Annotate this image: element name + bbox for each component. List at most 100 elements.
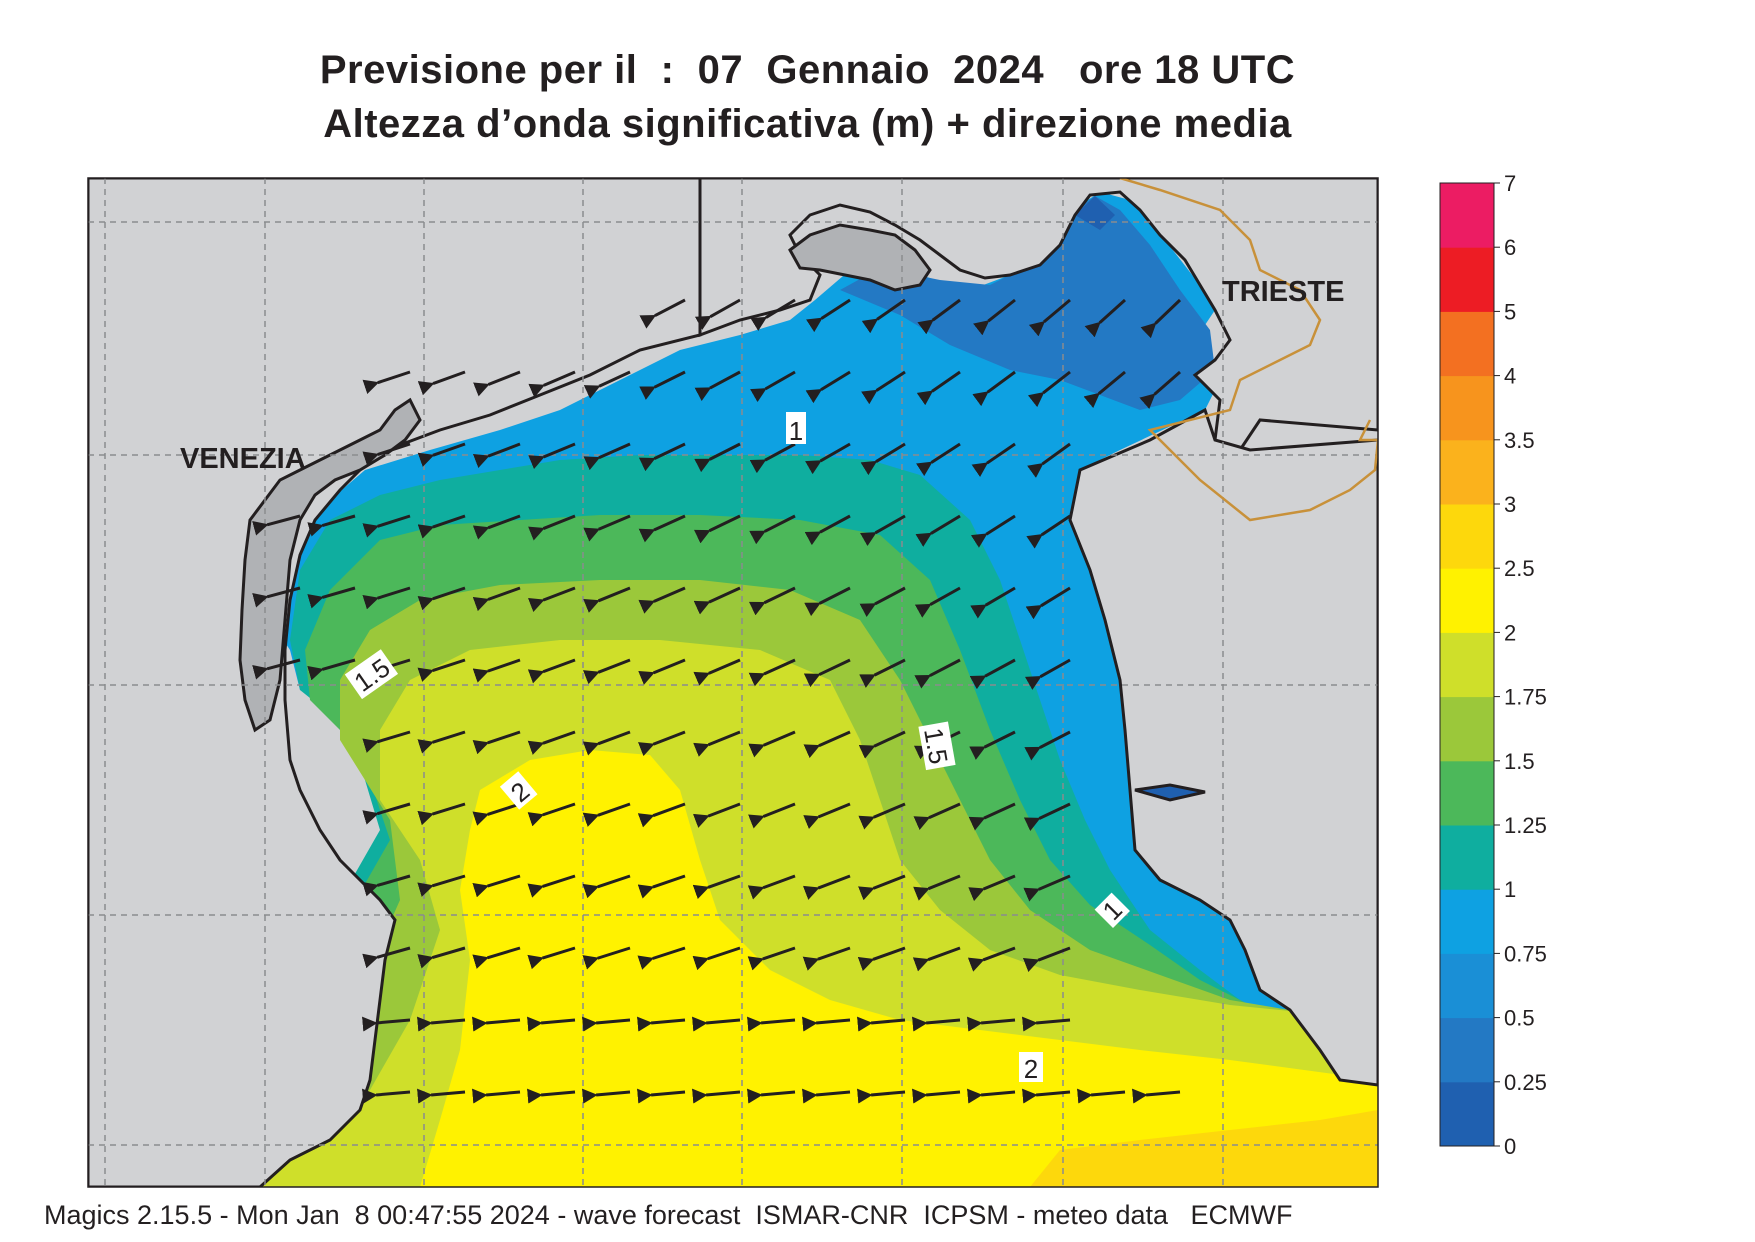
direction-arrow (806, 298, 851, 333)
direction-arrow (1083, 370, 1126, 409)
direction-arrow (472, 802, 521, 826)
direction-arrow (967, 1016, 1016, 1032)
legend-swatch (1440, 311, 1494, 377)
direction-arrow (857, 1088, 906, 1104)
direction-arrow (916, 442, 961, 477)
direction-arrow (747, 946, 796, 971)
direction-arrow (527, 658, 576, 684)
direction-arrow (362, 514, 411, 538)
svg-text:1: 1 (789, 416, 803, 446)
direction-arrow (860, 442, 906, 476)
direction-arrow (472, 442, 521, 468)
legend-swatch (1440, 632, 1494, 698)
direction-arrow (527, 1016, 576, 1032)
direction-arrow (527, 586, 576, 612)
direction-arrow (252, 658, 301, 680)
legend-label: 7 (1504, 171, 1516, 196)
direction-arrow (802, 946, 851, 971)
legend-label: 4 (1504, 364, 1516, 389)
direction-arrow (472, 1088, 521, 1104)
legend-frame (1439, 182, 1495, 1147)
legend-label: 0.25 (1504, 1070, 1547, 1095)
direction-arrow (747, 874, 796, 900)
direction-arrow (858, 802, 906, 830)
title-line-1: Previsione per il : 07 Gennaio 2024 ore … (319, 48, 1296, 92)
direction-arrow (362, 802, 411, 825)
direction-arrow (637, 1016, 686, 1032)
direction-arrow (637, 1088, 686, 1104)
direction-arrow (860, 514, 906, 547)
direction-arrow (1084, 298, 1127, 338)
direction-arrow (637, 730, 686, 757)
direction-arrow (749, 442, 796, 474)
legend-swatch (1440, 375, 1494, 441)
direction-arrow (362, 1088, 411, 1104)
direction-arrow (417, 1016, 466, 1032)
direction-arrow (971, 442, 1016, 478)
direction-arrow (527, 1088, 576, 1104)
direction-arrow (472, 658, 521, 683)
direction-arrow (417, 442, 466, 467)
direction-arrow (802, 1088, 851, 1104)
direction-arrow (804, 514, 851, 546)
direction-arrow (861, 370, 906, 405)
direction-arrow (970, 514, 1016, 548)
direction-arrow (748, 586, 796, 616)
direction-arrow (583, 586, 631, 613)
place-trieste: TRIESTE (1222, 276, 1344, 308)
direction-arrow (307, 658, 356, 681)
direction-arrow (637, 802, 686, 828)
direction-arrow (692, 1016, 741, 1032)
direction-arrow (362, 874, 411, 897)
direction-arrow (692, 946, 741, 971)
legend-swatch (1440, 183, 1494, 248)
legend-label: 1.5 (1504, 749, 1535, 774)
direction-arrow (803, 802, 851, 829)
direction-arrow (802, 1016, 851, 1032)
direction-arrow (968, 802, 1016, 831)
direction-arrow (968, 874, 1016, 902)
legend-label: 2 (1504, 620, 1516, 645)
legend-swatch (1440, 504, 1494, 569)
direction-arrow (694, 442, 741, 473)
direction-arrow (1140, 298, 1182, 339)
direction-arrow (582, 946, 631, 970)
direction-arrow (362, 586, 411, 610)
sea-2.5-band (1030, 1110, 1378, 1187)
direction-arrow (417, 802, 466, 826)
direction-arrow (972, 370, 1016, 407)
lagoon-venezia (238, 397, 422, 733)
direction-arrow (802, 874, 851, 900)
direction-arrow (858, 730, 906, 759)
direction-arrow (1023, 802, 1071, 832)
direction-arrow (750, 298, 796, 331)
direction-arrow (362, 946, 411, 969)
direction-arrow (970, 586, 1016, 619)
legend-label: 1.25 (1504, 813, 1547, 838)
direction-arrow (692, 802, 741, 828)
direction-arrow (472, 514, 521, 540)
direction-arrow (639, 298, 686, 329)
direction-arrow (417, 514, 466, 539)
direction-arrow (1077, 1088, 1126, 1104)
legend-swatch (1440, 568, 1494, 633)
legend-label: 0.5 (1504, 1006, 1535, 1031)
direction-arrow (857, 946, 906, 972)
place-venezia: VENEZIA (180, 443, 306, 475)
direction-arrow (1028, 298, 1071, 337)
svg-text:1.5: 1.5 (918, 726, 954, 767)
map-area (88, 178, 1378, 1187)
direction-arrow (307, 586, 356, 609)
direction-arrow (693, 658, 741, 686)
land-istria (1068, 407, 1378, 1087)
direction-arrow (749, 514, 796, 545)
direction-arrow (803, 730, 851, 759)
direction-arrow (969, 730, 1016, 760)
direction-arrow (912, 1088, 961, 1104)
direction-arrow (913, 874, 961, 901)
direction-arrow (1022, 1016, 1071, 1032)
direction-arrow (915, 514, 961, 547)
legend-label: 0 (1504, 1134, 1516, 1159)
direction-arrow (914, 658, 961, 689)
